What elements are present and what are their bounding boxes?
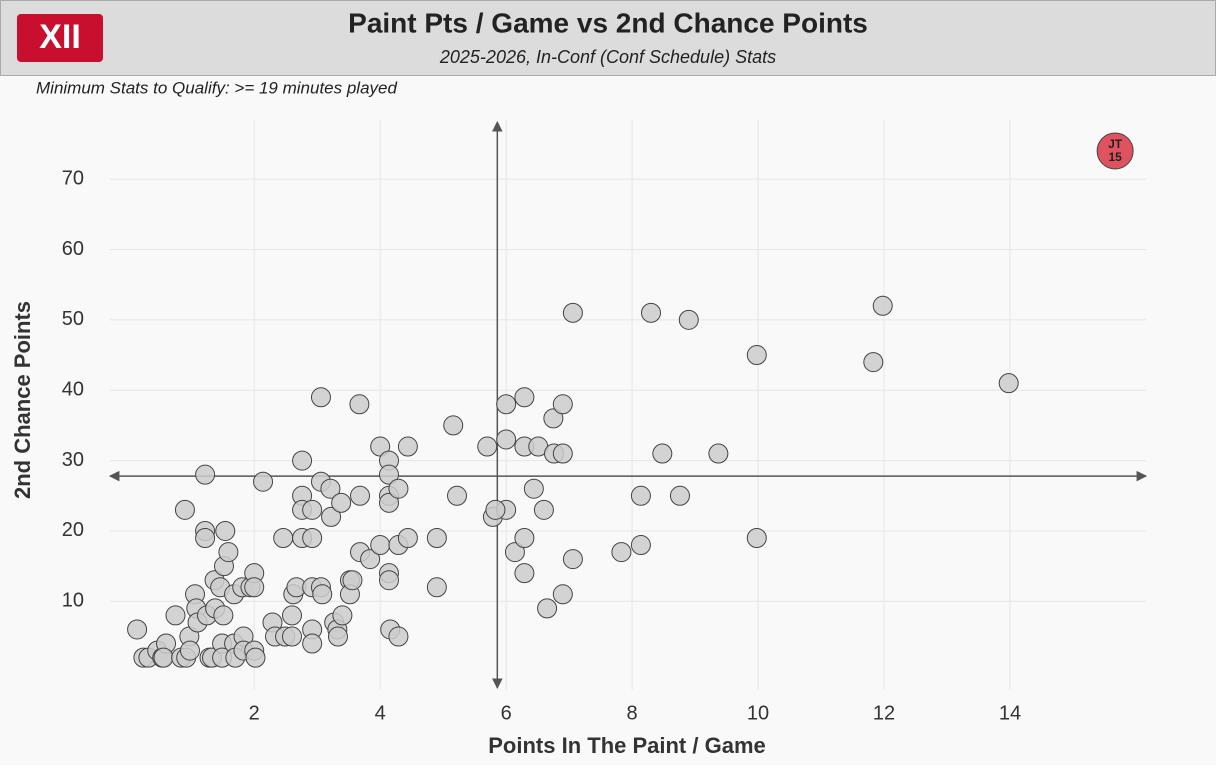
point bbox=[708, 443, 729, 464]
point bbox=[282, 605, 303, 626]
point bbox=[552, 394, 573, 415]
point bbox=[447, 485, 468, 506]
point bbox=[746, 528, 767, 548]
y-tick-label: 60 bbox=[62, 238, 84, 260]
point bbox=[342, 570, 363, 591]
point bbox=[640, 302, 661, 323]
point bbox=[370, 535, 391, 556]
point-label: 15 bbox=[1108, 150, 1122, 164]
point bbox=[273, 528, 294, 548]
x-tick-label: 2 bbox=[249, 702, 260, 724]
point bbox=[292, 450, 313, 471]
y-tick-label: 30 bbox=[62, 449, 84, 471]
point bbox=[630, 535, 651, 556]
y-tick-label: 50 bbox=[62, 308, 84, 330]
point bbox=[426, 528, 447, 548]
chart-subtitle: 2025-2026, In-Conf (Conf Schedule) Stats bbox=[439, 47, 776, 67]
point bbox=[562, 302, 583, 323]
header bbox=[0, 0, 1216, 76]
point-label: JT bbox=[1108, 137, 1123, 151]
point bbox=[514, 563, 535, 584]
point bbox=[485, 499, 506, 520]
point bbox=[218, 542, 239, 563]
point bbox=[331, 492, 352, 513]
point bbox=[195, 464, 216, 485]
logo bbox=[17, 14, 103, 62]
x-tick-label: 12 bbox=[873, 702, 895, 724]
point bbox=[397, 436, 418, 457]
point bbox=[652, 443, 673, 464]
x-tick-label: 6 bbox=[501, 702, 512, 724]
point bbox=[514, 528, 535, 548]
chart-title: Paint Pts / Game vs 2nd Chance Points bbox=[348, 7, 868, 38]
point bbox=[378, 570, 399, 591]
point bbox=[514, 387, 535, 408]
logo-text: XII bbox=[39, 18, 81, 56]
x-tick-label: 14 bbox=[999, 702, 1021, 724]
point bbox=[179, 640, 200, 661]
point bbox=[537, 598, 558, 619]
point bbox=[327, 626, 348, 647]
point bbox=[552, 443, 573, 464]
point bbox=[244, 577, 265, 598]
point bbox=[165, 605, 186, 626]
point bbox=[872, 295, 893, 316]
point bbox=[998, 373, 1019, 394]
point bbox=[302, 528, 323, 548]
point bbox=[127, 619, 148, 640]
point bbox=[504, 542, 525, 563]
point bbox=[443, 415, 464, 436]
point bbox=[397, 528, 418, 548]
point bbox=[195, 528, 216, 548]
point bbox=[533, 499, 554, 520]
point bbox=[302, 499, 323, 520]
point bbox=[321, 506, 342, 527]
x-tick-label: 4 bbox=[375, 702, 386, 724]
point bbox=[523, 478, 544, 499]
point bbox=[253, 471, 274, 492]
point bbox=[388, 478, 409, 499]
point bbox=[388, 626, 409, 647]
point bbox=[349, 394, 370, 415]
point bbox=[552, 584, 573, 605]
point bbox=[320, 478, 341, 499]
point bbox=[360, 549, 381, 570]
point bbox=[669, 485, 690, 506]
x-axis-label: Points In The Paint / Game bbox=[488, 733, 766, 758]
point bbox=[213, 605, 234, 626]
point bbox=[562, 549, 583, 570]
point bbox=[630, 485, 651, 506]
point bbox=[378, 492, 399, 513]
point bbox=[153, 647, 174, 668]
y-axis-label: 2nd Chance Points bbox=[10, 301, 35, 499]
point bbox=[611, 542, 632, 563]
y-tick-label: 20 bbox=[62, 519, 84, 541]
point bbox=[312, 584, 333, 605]
point bbox=[350, 485, 371, 506]
point bbox=[302, 633, 323, 654]
point bbox=[496, 429, 517, 450]
y-tick-label: 40 bbox=[62, 379, 84, 401]
point bbox=[174, 499, 195, 520]
y-tick-label: 10 bbox=[62, 590, 84, 612]
point bbox=[426, 577, 447, 598]
point bbox=[496, 394, 517, 415]
note: Minimum Stats to Qualify: >= 19 minutes … bbox=[36, 78, 397, 97]
point bbox=[245, 647, 266, 668]
point bbox=[310, 387, 331, 408]
point bbox=[1096, 132, 1134, 170]
point bbox=[543, 408, 564, 429]
point bbox=[215, 520, 236, 541]
x-tick-label: 8 bbox=[627, 702, 638, 724]
point bbox=[477, 436, 498, 457]
point bbox=[332, 605, 353, 626]
x-tick-label: 10 bbox=[747, 702, 769, 724]
y-tick-label: 70 bbox=[62, 167, 84, 189]
point bbox=[678, 309, 699, 330]
point bbox=[863, 352, 884, 373]
point bbox=[746, 345, 767, 366]
point bbox=[378, 464, 399, 485]
point bbox=[282, 626, 303, 647]
